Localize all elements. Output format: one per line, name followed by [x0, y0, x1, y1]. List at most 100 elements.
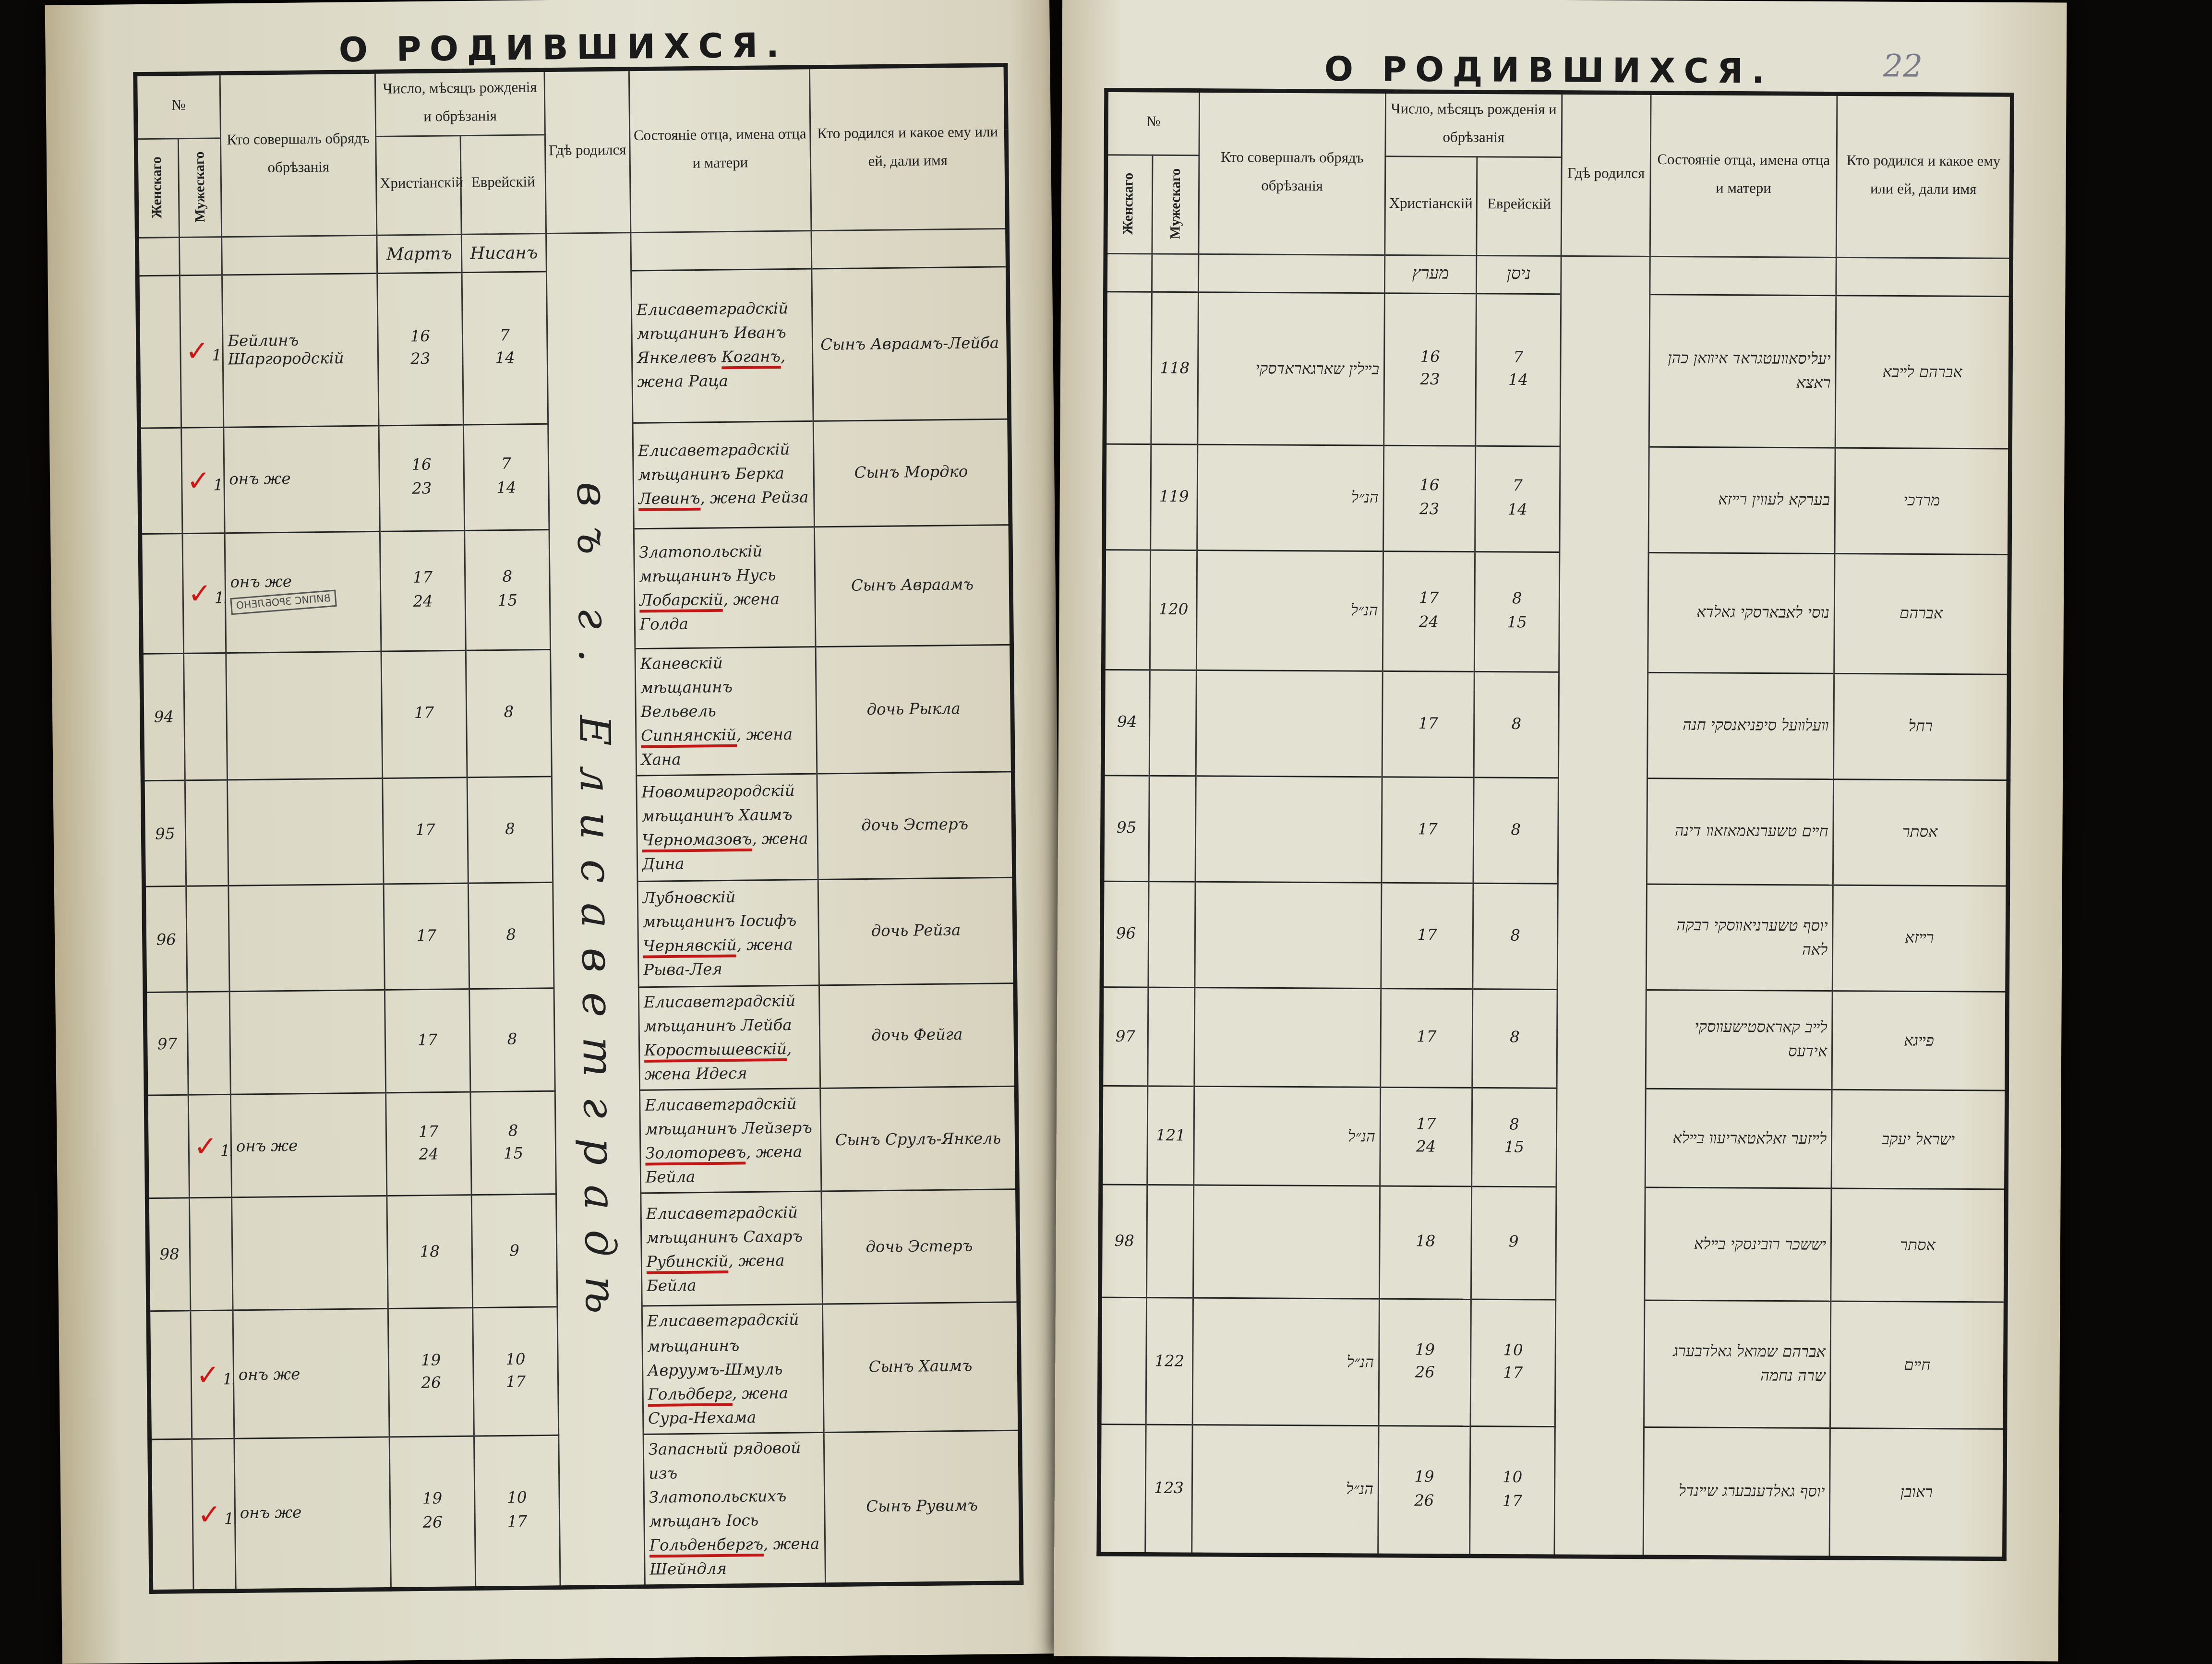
parents-text: Каневскій мѣщанинъ Вельвель	[640, 654, 733, 721]
date-value: 26	[422, 1513, 443, 1532]
female-number: 98	[1100, 1184, 1147, 1298]
male-number	[183, 653, 228, 781]
child-name: Сынъ Авраамъ-Лейба	[811, 266, 1010, 421]
female-header: Женскаго	[136, 138, 180, 238]
empty-cell	[137, 237, 180, 276]
child-name: дочь Фейга	[819, 983, 1017, 1089]
female-number: 94	[141, 653, 185, 781]
performer-cell	[227, 778, 384, 886]
female-number	[1104, 291, 1152, 444]
empty-cell	[630, 230, 812, 271]
empty-cell	[1152, 253, 1199, 292]
parents-text: יעליסאװעטגראד איװאן כהן ראצא	[1668, 349, 1831, 393]
male-number	[185, 780, 228, 886]
date-value: 10	[507, 1489, 527, 1508]
performer-cell: онъ же	[223, 425, 380, 533]
male-number: 122	[1146, 1297, 1193, 1425]
parents-cell: חײם טשערנאמאזאװ דינה	[1647, 778, 1834, 885]
child-name: אסתר	[1830, 1188, 2007, 1302]
male-number-text: 120	[1158, 600, 1189, 620]
christian-date: 16 23	[377, 272, 464, 426]
date-value: 8	[1511, 714, 1522, 733]
child-name: ישראל יעקב	[1831, 1089, 2007, 1189]
christian-header: Христіанскій	[1384, 156, 1477, 256]
jewish-date: 8	[1473, 777, 1559, 884]
table-row: 97 17 8 לײב קאראסטישעװסקי אידעס פײגא	[1101, 987, 2008, 1090]
parents-cell: װעלװעל סיפניאנסקי חנה	[1647, 672, 1834, 779]
jewish-date: 8 15	[464, 529, 551, 650]
date-value: 23	[411, 479, 432, 498]
female-header: Женскаго	[1105, 155, 1153, 254]
right-page: О РОДИВШИХСЯ. 22 № Кто совершалъ обрядъ …	[1054, 0, 2067, 1662]
parents-cell: Запасный рядовой изъ Златопольскихъ мѣща…	[643, 1432, 826, 1587]
parents-text: אברהם שמואל גאלדבערג שרה נחמה	[1673, 1342, 1826, 1386]
surname-underlined: Рубинскій	[646, 1252, 729, 1274]
table-row: 122 הנ״ל 19 26 10 17 אברהם שמואל גאלדבערג שרה …	[1099, 1297, 2006, 1429]
parents-text: Елисаветградскій мѣщанинъ Лейзеръ	[645, 1095, 813, 1139]
female-number	[1098, 1424, 1146, 1555]
surname-underlined: Лобарскій	[639, 590, 724, 613]
date-value: 15	[1507, 613, 1527, 632]
child-name: פײגא	[1832, 991, 2008, 1090]
parents-cell: Елисаветградскій мѣщанинъ Иванъ Янкелевъ…	[631, 268, 814, 423]
child-name: אברהם	[1834, 553, 2010, 674]
performer-text: הנ״ל	[1347, 1127, 1376, 1146]
male-number	[186, 886, 230, 993]
jewish-date: 10 17	[472, 1307, 559, 1436]
page-title: О РОДИВШИХСЯ.	[338, 25, 788, 70]
number-header: №	[135, 73, 221, 139]
surname-underlined: Золоторевъ	[645, 1144, 746, 1166]
date-value: 17	[415, 820, 435, 839]
jewish-date: 7 14	[463, 423, 549, 531]
female-number: 95	[143, 780, 186, 887]
child-name: רחל	[1833, 673, 2009, 780]
female-number	[148, 1311, 192, 1439]
parents-cell: לײזער זאלאטאריעװ בײלא	[1645, 1088, 1832, 1188]
date-value: 8	[505, 819, 515, 838]
jewish-date: 8	[1474, 671, 1559, 778]
date-value: 24	[1419, 612, 1439, 631]
date-value: 26	[1415, 1364, 1435, 1382]
table-row: 96 17 8 יוסף טשערניאװסקי רבקה לאה רײזא	[1101, 881, 2008, 992]
christian-date: 17	[1382, 671, 1475, 778]
date-value: 8	[1509, 1115, 1519, 1134]
date-value: 14	[496, 478, 517, 497]
date-value: 17	[416, 926, 437, 945]
male-number-text: 119	[1159, 488, 1189, 507]
jewish-date: 7 14	[1475, 293, 1561, 446]
performer-cell: הנ״ל	[1197, 444, 1384, 551]
date-value: 24	[1416, 1138, 1436, 1157]
date-value: 17	[1502, 1492, 1523, 1510]
surname-underlined: Коганъ	[721, 348, 781, 370]
christian-date: 17	[381, 650, 468, 778]
jewish-date: 8	[469, 988, 555, 1092]
male-number-text: 118	[1160, 359, 1190, 378]
date-value: 17	[507, 1512, 528, 1531]
christian-date: 18	[1379, 1185, 1472, 1299]
date-value: 17	[1417, 1028, 1437, 1046]
parents-text: חײם טשערנאמאזאװ דינה	[1674, 822, 1828, 841]
date-value: 17	[1503, 1364, 1523, 1383]
male-number	[1149, 775, 1196, 882]
performer-cell	[226, 651, 383, 780]
where-header: Гдѣ родился	[544, 69, 631, 234]
christian-date: 19 26	[1378, 1425, 1471, 1556]
jewish-header: Еврейскій	[460, 134, 546, 234]
red-check-icon: ✓	[186, 463, 211, 498]
date-value: 10	[1503, 1341, 1523, 1360]
performer-text: онъ же	[238, 1365, 301, 1384]
jewish-date: 10 17	[1469, 1426, 1555, 1556]
christian-date: 19 26	[388, 1308, 474, 1437]
parents-cell: Златопольскій мѣщанинъ Нусь Лобарскій, ж…	[634, 527, 816, 649]
christian-date: 16 23	[1383, 445, 1476, 552]
jewish-header: Еврейскій	[1476, 156, 1562, 256]
date-value: 8	[1510, 1028, 1520, 1047]
month-jewish: Нисанъ	[461, 233, 547, 273]
child-name: дочь Рыкла	[816, 644, 1013, 774]
parents-header: Состояніе отца, имена отца и матери	[629, 67, 811, 233]
female-number: 95	[1102, 775, 1150, 882]
date-value: 17	[412, 569, 433, 587]
parents-cell: Каневскій мѣщанинъ Вельвель Сипнянскій, …	[635, 646, 817, 776]
performer-cell	[1194, 881, 1382, 989]
male-number: 123	[1145, 1424, 1193, 1555]
